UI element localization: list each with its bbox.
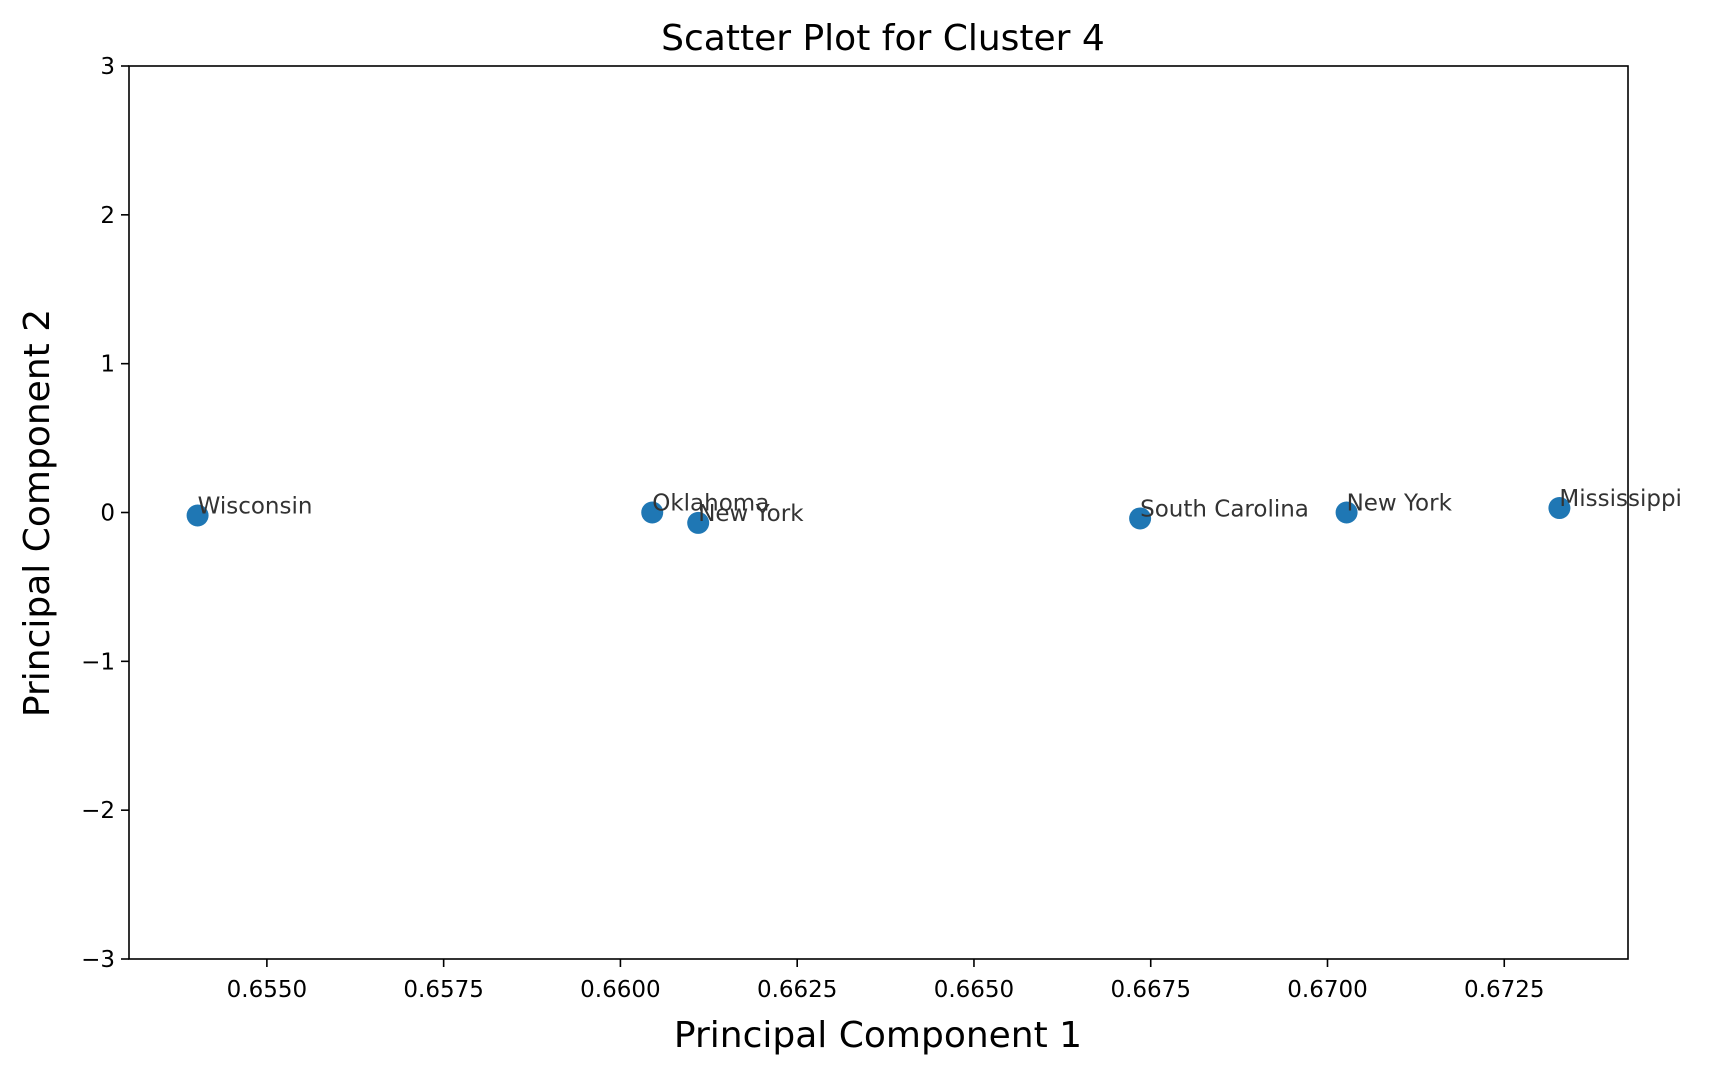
data-point <box>1548 497 1571 520</box>
chart-title: Scatter Plot for Cluster 4 <box>661 18 1105 59</box>
data-point-label: New York <box>698 501 804 527</box>
x-tick-label: 0.6725 <box>1464 977 1544 1003</box>
data-point <box>1129 507 1152 530</box>
data-points <box>186 497 1571 534</box>
data-point <box>186 504 209 527</box>
data-point <box>1335 501 1358 524</box>
y-tick-label: −1 <box>81 649 115 675</box>
x-axis: 0.6550 0.6575 0.6600 0.6625 0.6650 0.6675 0.67… <box>227 959 1545 1003</box>
y-tick-label: 0 <box>100 501 115 527</box>
x-axis-label: Principal Component 1 <box>674 1015 1082 1056</box>
data-point <box>641 501 664 524</box>
x-tick-label: 0.6650 <box>934 977 1014 1003</box>
y-axis-label: Principal Component 2 <box>17 309 58 717</box>
y-axis: −3 −2 −1 0 1 2 3 <box>81 54 129 973</box>
x-tick-label: 0.6575 <box>403 977 483 1003</box>
y-tick-label: −2 <box>81 798 115 824</box>
data-point-label: South Carolina <box>1140 496 1309 522</box>
x-tick-label: 0.6550 <box>227 977 307 1003</box>
y-tick-label: 3 <box>100 54 115 80</box>
data-point-label: New York <box>1347 491 1453 517</box>
x-tick-label: 0.6600 <box>580 977 660 1003</box>
x-tick-label: 0.6675 <box>1110 977 1190 1003</box>
x-tick-label: 0.6625 <box>757 977 837 1003</box>
data-point-label: Mississippi <box>1559 486 1682 512</box>
y-tick-label: 2 <box>100 203 115 229</box>
y-tick-label: 1 <box>100 352 115 378</box>
data-point-label: Oklahoma <box>652 491 769 517</box>
data-point <box>687 511 710 534</box>
data-point-label: Wisconsin <box>198 493 313 519</box>
y-tick-label: −3 <box>81 947 115 973</box>
x-tick-label: 0.6700 <box>1287 977 1367 1003</box>
